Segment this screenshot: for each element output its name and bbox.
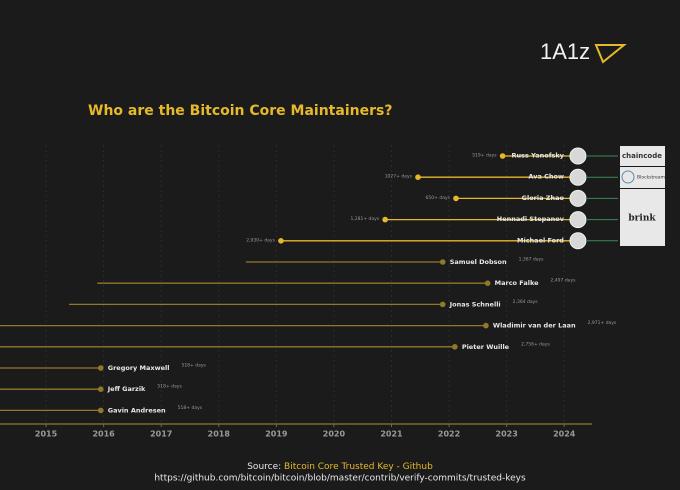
sponsor-logo: chaincode <box>622 152 662 160</box>
end-dot <box>97 407 104 414</box>
maintainer-name: Jonas Schnelli <box>449 300 501 308</box>
maintainer-name: Ava Chow <box>528 173 564 181</box>
brand-mark <box>594 44 627 64</box>
avatar <box>569 232 587 250</box>
duration-label: 2,497 days <box>551 278 577 284</box>
x-tick-label: 2018 <box>208 430 231 439</box>
start-dot <box>453 195 459 202</box>
start-dot <box>415 174 421 180</box>
maintainer-name: Jeff Garzik <box>107 385 146 393</box>
source-prefix: Source: <box>247 462 281 472</box>
end-dot <box>97 386 104 393</box>
maintainer-name: Marco Falke <box>495 279 539 287</box>
maintainer-name: Gloria Zhao <box>522 194 565 202</box>
x-tick-label: 2020 <box>323 430 346 439</box>
avatar <box>569 168 587 186</box>
maintainer-name: Wladimir van der Laan <box>493 322 576 330</box>
sponsor-box <box>620 189 665 246</box>
maintainer-name: Samuel Dobson <box>450 258 507 266</box>
x-tick-label: 2024 <box>553 430 576 439</box>
x-tick-label: 2023 <box>496 430 518 439</box>
sponsor-icon <box>621 170 635 184</box>
end-dot <box>439 259 446 265</box>
source: Source: Bitcoin Core Trusted Key - Githu… <box>247 462 433 472</box>
x-tick-label: 2021 <box>380 430 403 439</box>
duration-label: 2,756+ days <box>521 341 550 347</box>
maintainer-name: Gavin Andresen <box>108 406 166 414</box>
duration-label: 650+ days <box>426 195 451 201</box>
chart-title: Who are the Bitcoin Core Maintainers? <box>88 103 392 119</box>
duration-label: 1027+ days <box>385 174 413 180</box>
avatar <box>569 147 587 165</box>
duration-label: 2,971+ days <box>588 320 617 326</box>
duration-label: 1,281+ days <box>350 216 379 222</box>
end-dot <box>97 365 104 371</box>
x-tick-label: 2022 <box>438 430 460 439</box>
brand: 1A1z <box>540 39 590 64</box>
start-dot <box>499 153 506 159</box>
avatar <box>569 189 587 207</box>
maintainer-name: Michael Ford <box>517 236 564 244</box>
duration-label: 518+ days <box>157 384 182 390</box>
maintainer-name: Hennadi Stepanov <box>497 215 565 223</box>
x-tick-label: 2017 <box>150 430 172 439</box>
duration-label: 2,930+ days <box>246 237 275 243</box>
sponsor-logo: brink <box>628 214 656 224</box>
start-dot <box>278 238 284 244</box>
duration-label: 519+ days <box>472 153 497 159</box>
end-dot <box>484 280 491 287</box>
end-dot <box>452 344 458 350</box>
x-tick-label: 2016 <box>92 430 115 439</box>
sponsor-box <box>620 146 665 166</box>
avatar <box>569 211 587 229</box>
duration-label: 518+ days <box>178 405 203 411</box>
duration-label: 1,367 days <box>519 257 545 263</box>
duration-label: 2,364 days <box>513 299 539 305</box>
duration-label: 518+ days <box>181 363 206 369</box>
maintainer-name: Russ Yanofsky <box>511 152 564 160</box>
maintainer-name: Gregory Maxwell <box>108 364 170 372</box>
maintainer-name: Pieter Wuille <box>462 343 510 351</box>
start-dot <box>382 216 388 223</box>
source-link: Bitcoin Core Trusted Key - Github <box>284 462 433 472</box>
end-dot <box>439 301 446 308</box>
source-url: https://github.com/bitcoin/bitcoin/blob/… <box>154 474 526 484</box>
sponsor-logo: Blockstream <box>637 175 665 181</box>
end-dot <box>483 322 489 329</box>
x-tick-label: 2019 <box>265 430 288 439</box>
x-tick-label: 2015 <box>35 430 58 439</box>
